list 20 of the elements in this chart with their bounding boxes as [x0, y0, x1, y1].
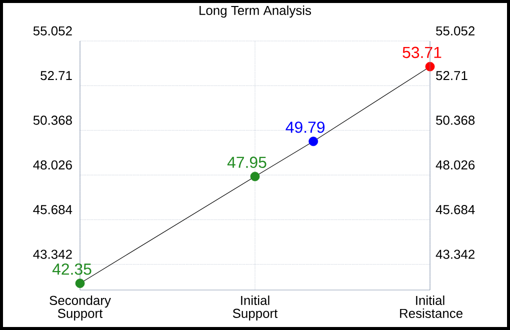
data-label: 42.35 — [52, 264, 92, 275]
y-tick-label: 50.368 — [33, 116, 72, 125]
y2-tick-label: 45.684 — [436, 205, 475, 214]
y2-tick-label: 52.71 — [436, 70, 468, 80]
y2-tick-label: 48.026 — [436, 160, 475, 170]
y2-tick-label: 50.368 — [436, 116, 475, 125]
x-tick-label: Secondary Support — [50, 296, 111, 321]
y-tick-label: 43.342 — [33, 250, 72, 259]
chart-title: Long Term Analysis — [200, 6, 312, 18]
x-tick-label: Initial Support — [232, 296, 278, 321]
y2-tick-label: 55.052 — [436, 26, 474, 36]
data-label: 47.95 — [227, 156, 266, 168]
y2-tick-label: 43.342 — [436, 250, 474, 259]
y-tick-label: 45.684 — [33, 205, 72, 214]
y-tick-label: 52.71 — [40, 70, 72, 80]
x-tick-label: Initial Resistance — [400, 296, 462, 318]
data-label: 49.79 — [286, 122, 325, 133]
y-tick-label: 55.052 — [33, 26, 72, 36]
y-tick-label: 48.026 — [33, 160, 72, 170]
data-label: 53.71 — [402, 46, 442, 58]
